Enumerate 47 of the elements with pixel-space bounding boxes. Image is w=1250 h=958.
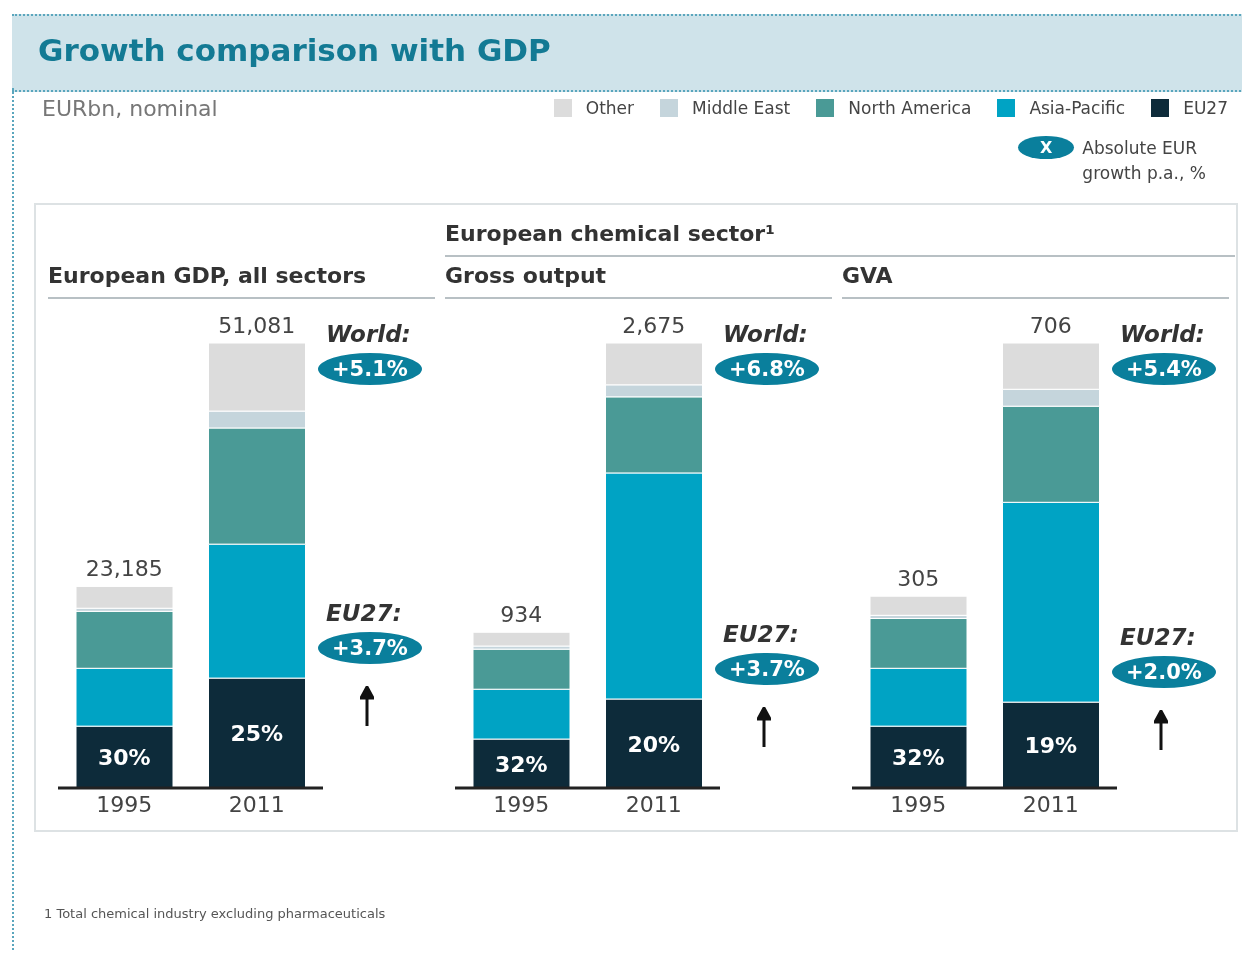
text: GVA — [842, 263, 1229, 299]
annotation: 706 — [1029, 313, 1072, 338]
annotation: 20% — [627, 731, 681, 757]
text: +3.7% — [713, 651, 821, 687]
annotation: 25% — [230, 721, 284, 747]
annotation: 19% — [1024, 733, 1078, 759]
text: World: — [1120, 321, 1205, 347]
legend-label: North America — [848, 98, 972, 118]
text: EU27: — [326, 600, 402, 627]
annotation: 305 — [897, 566, 940, 592]
text: European GDP, all sectors — [48, 263, 435, 299]
x-tick-label: 1995 — [890, 791, 947, 817]
annotation: 32% — [494, 751, 548, 777]
bar — [869, 595, 968, 616]
text: Absolute EUR growth p.a., % — [1082, 137, 1207, 185]
legend-label: Middle East — [692, 98, 791, 118]
bar — [472, 631, 571, 647]
text: EU27: — [723, 621, 799, 647]
annotation: 23,185 — [85, 556, 163, 582]
legend-label: Other — [585, 98, 635, 118]
x-tick-label: 2011 — [625, 791, 682, 817]
annotation: 51,081 — [218, 313, 296, 338]
text: 1 Total chemical industry excluding pharmaceuticals — [44, 906, 386, 921]
x-tick-label: 1995 — [493, 791, 550, 817]
text: +2.0% — [1110, 654, 1218, 691]
x-tick-label: 2011 — [1022, 791, 1079, 817]
annotation: 32% — [891, 745, 945, 771]
text: World: — [723, 321, 808, 347]
text: World: — [326, 321, 411, 347]
x-tick-label: 1995 — [96, 791, 153, 817]
annotation: 934 — [500, 602, 543, 628]
text: +3.7% — [316, 630, 424, 667]
text: Gross output — [445, 263, 832, 299]
x-tick-label: 2011 — [228, 791, 285, 817]
text: X — [1018, 136, 1075, 159]
legend-label: EU27 — [1183, 98, 1228, 118]
chart-subtitle: European chemical sector¹ — [445, 221, 1235, 257]
chart-subtitle: EURbn, nominal — [42, 96, 218, 121]
chart-title: Growth comparison with GDP — [38, 32, 551, 68]
text: +6.8% — [713, 351, 821, 387]
legend-label: Asia-Pacific — [1029, 98, 1126, 118]
text: EU27: — [1120, 624, 1196, 651]
text: +5.4% — [1110, 351, 1218, 387]
text: +5.1% — [316, 351, 424, 387]
annotation: 2,675 — [622, 313, 686, 338]
bar — [75, 585, 174, 609]
annotation: 30% — [97, 745, 151, 771]
